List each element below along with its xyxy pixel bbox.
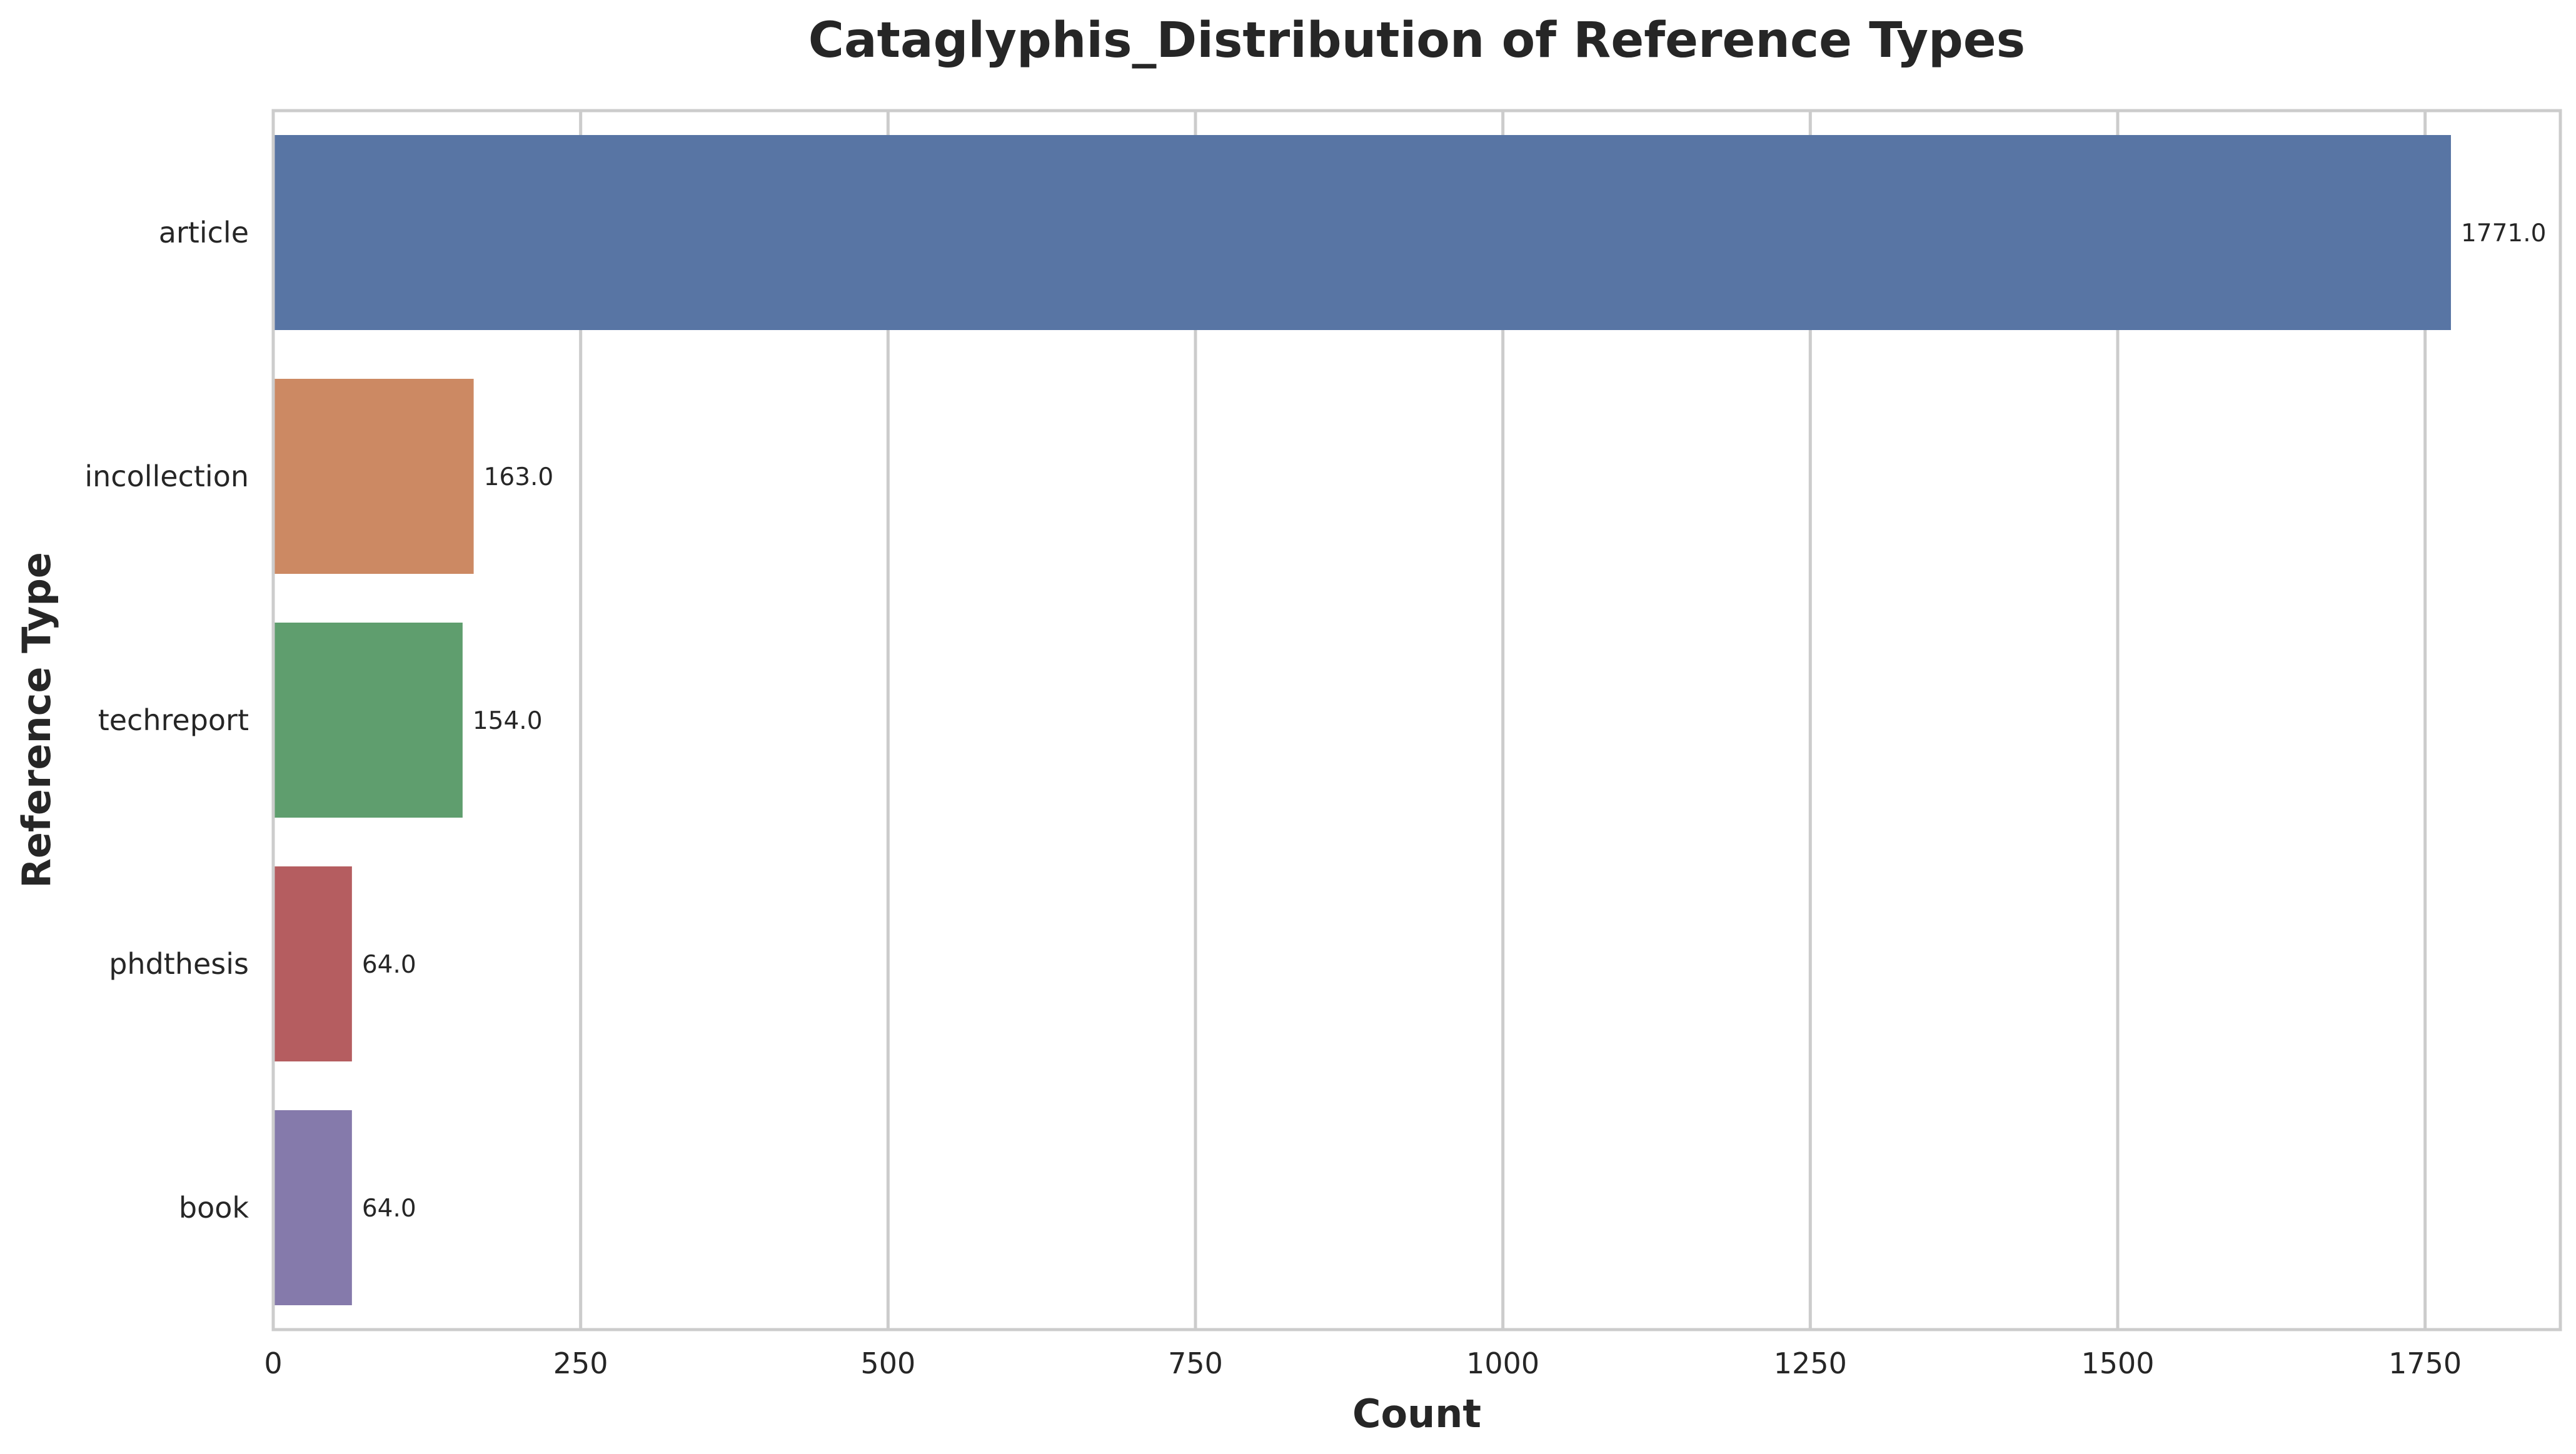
chart-title: Cataglyphis_Distribution of Reference Ty…	[808, 13, 2025, 69]
y-tick-label: book	[179, 1191, 249, 1225]
x-tick-label: 1000	[1466, 1346, 1539, 1380]
bar-incollection	[273, 379, 474, 574]
bar-phdthesis	[273, 866, 352, 1061]
x-tick-label: 750	[1168, 1346, 1223, 1380]
y-tick-labels: article incollection techreport phdthesis bo…	[84, 216, 249, 1225]
data-label-incollection: 163.0	[484, 463, 554, 491]
x-tick-label: 0	[264, 1346, 282, 1380]
x-axis-label: Count	[1352, 1391, 1481, 1436]
bar-techreport	[273, 623, 463, 818]
data-label-article: 1771.0	[2461, 219, 2546, 248]
data-label-techreport: 154.0	[473, 707, 543, 735]
x-tick-label: 500	[860, 1346, 915, 1380]
x-tick-label: 1750	[2388, 1346, 2462, 1380]
x-tick-label: 1250	[1774, 1346, 1847, 1380]
x-tick-label: 1500	[2081, 1346, 2154, 1380]
x-tick-labels: 0 250 500 750 1000 1250 1500 1750	[264, 1346, 2462, 1380]
data-labels: 1771.0 163.0 154.0 64.0 64.0	[362, 219, 2547, 1223]
bar-article	[273, 135, 2451, 330]
data-label-phdthesis: 64.0	[362, 951, 416, 979]
plot-frame	[271, 109, 2562, 1331]
y-tick-label: incollection	[84, 459, 249, 493]
y-tick-label: phdthesis	[109, 947, 249, 981]
data-label-book: 64.0	[362, 1195, 416, 1223]
y-axis-label: Reference Type	[14, 552, 59, 888]
bar-book	[273, 1110, 352, 1305]
bars	[273, 135, 2451, 1305]
y-tick-label: techreport	[98, 703, 249, 737]
y-tick-label: article	[159, 216, 249, 249]
x-tick-label: 250	[553, 1346, 608, 1380]
